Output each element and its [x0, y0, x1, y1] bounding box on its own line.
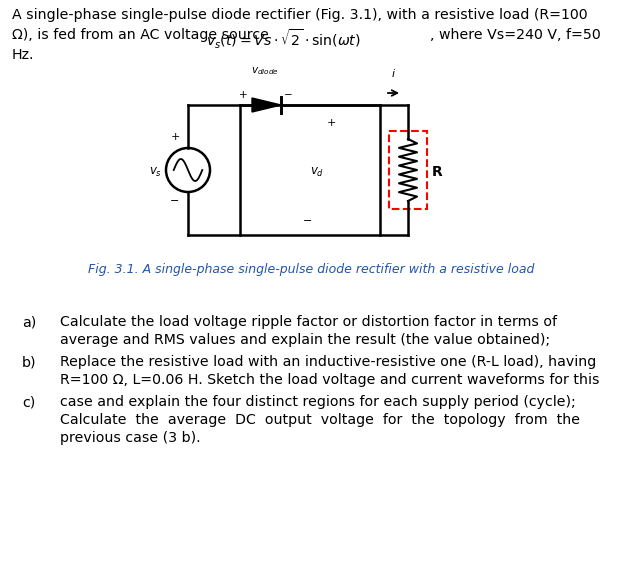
Text: Calculate the load voltage ripple factor or distortion factor in terms of: Calculate the load voltage ripple factor…: [60, 315, 557, 329]
Text: Replace the resistive load with an inductive-resistive one (R-L load), having: Replace the resistive load with an induc…: [60, 355, 596, 369]
Text: −: −: [284, 90, 292, 100]
Text: $v_s(t) = Vs \cdot \sqrt{2} \cdot \sin(\omega t)$: $v_s(t) = Vs \cdot \sqrt{2} \cdot \sin(\…: [206, 28, 361, 51]
Text: Calculate  the  average  DC  output  voltage  for  the  topology  from  the: Calculate the average DC output voltage …: [60, 413, 580, 427]
Bar: [389, 131, 427, 209]
Polygon shape: [252, 98, 281, 112]
Text: +: +: [239, 90, 248, 100]
Text: $v_s$: $v_s$: [149, 166, 162, 179]
Text: R=100 Ω, L=0.06 H. Sketch the load voltage and current waveforms for this: R=100 Ω, L=0.06 H. Sketch the load volta…: [60, 373, 599, 387]
Text: $v_d$: $v_d$: [310, 166, 324, 179]
Text: previous case (3 b).: previous case (3 b).: [60, 431, 201, 445]
Text: R: R: [432, 165, 443, 179]
Text: Hz.: Hz.: [12, 48, 35, 62]
Text: case and explain the four distinct regions for each supply period (cycle);: case and explain the four distinct regio…: [60, 395, 576, 409]
Text: Ω), is fed from an AC voltage source: Ω), is fed from an AC voltage source: [12, 28, 273, 42]
Text: average and RMS values and explain the result (the value obtained);: average and RMS values and explain the r…: [60, 333, 550, 347]
Text: b): b): [22, 355, 37, 369]
Text: −: −: [170, 196, 179, 206]
Text: +: +: [326, 118, 336, 128]
Text: i: i: [392, 69, 395, 79]
Text: a): a): [22, 315, 36, 329]
Text: c): c): [22, 395, 35, 409]
Text: +: +: [170, 132, 179, 142]
Text: A single-phase single-pulse diode rectifier (Fig. 3.1), with a resistive load (R: A single-phase single-pulse diode rectif…: [12, 8, 587, 22]
Text: $v_{diode}$: $v_{diode}$: [250, 65, 278, 77]
Text: , where Vs=240 V, f=50: , where Vs=240 V, f=50: [430, 28, 601, 42]
Text: Fig. 3.1. A single-phase single-pulse diode rectifier with a resistive load: Fig. 3.1. A single-phase single-pulse di…: [88, 263, 534, 276]
Text: −: −: [302, 216, 312, 226]
Bar: [240, 105, 380, 235]
